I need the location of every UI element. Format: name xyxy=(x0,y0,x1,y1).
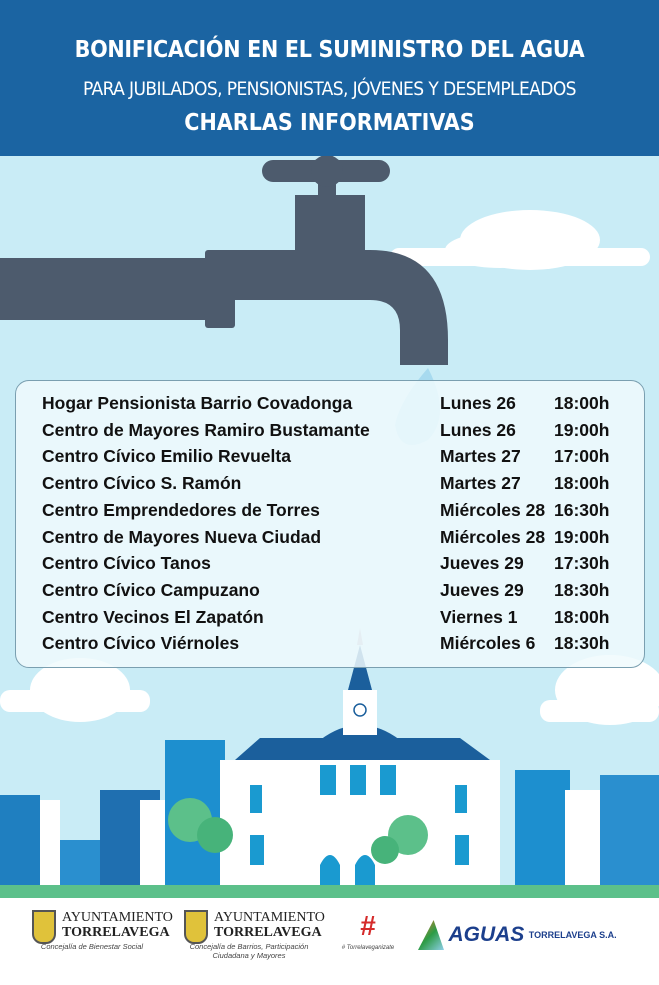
schedule-day: Martes 27 xyxy=(440,446,521,467)
schedule-day: Lunes 26 xyxy=(440,393,516,413)
schedule-time: 18:30h xyxy=(554,579,610,600)
schedule-row: Centro de Mayores Nueva Ciudad Miércoles … xyxy=(42,527,632,553)
schedule-day: Miércoles 28 xyxy=(440,499,546,520)
schedule-day: Jueves 29 xyxy=(440,579,524,600)
logo-text: TORRELAVEGA xyxy=(214,925,322,940)
schedule-day: Lunes 26 xyxy=(440,419,516,440)
logo-subtext: Concejalía de Barrios, Participación xyxy=(189,942,309,951)
schedule-row: Centro Vecinos El Zapatón Viernes 1 18:00h xyxy=(42,607,632,633)
logo-brand: AGUAS xyxy=(448,923,525,946)
logo-text: TORRELAVEGA xyxy=(62,925,170,940)
schedule-day: Martes 27 xyxy=(440,473,521,494)
logo-ayuntamiento-bienestar: AYUNTAMIENTO TORRELAVEGA Concejalía de B… xyxy=(32,910,173,951)
schedule-day: Viernes 1 xyxy=(440,606,518,627)
schedule-place: Centro de Mayores Ramiro Bustamante xyxy=(42,419,370,440)
city-buildings xyxy=(0,628,659,898)
schedule-place: Centro Cívico Tanos xyxy=(42,553,211,574)
schedule-place: Centro Cívico S. Ramón xyxy=(42,473,242,494)
hashtag-icon: # xyxy=(360,910,376,941)
schedule-place: Centro Emprendedores de Torres xyxy=(42,499,320,520)
schedule-row: Centro Cívico S. Ramón Martes 27 18:00h xyxy=(42,473,632,499)
schedule-time: 19:00h xyxy=(554,526,610,547)
schedule-place: Centro de Mayores Nueva Ciudad xyxy=(42,526,322,547)
schedule-time: 16:30h xyxy=(554,499,610,520)
logo-subtext: Concejalía de Bienestar Social xyxy=(40,942,144,951)
schedule-time: 18:00h xyxy=(554,473,610,494)
logo-subtext: Ciudadana y Mayores xyxy=(212,951,286,960)
schedule-place: Hogar Pensionista Barrio Covadonga xyxy=(42,393,353,413)
schedule-day: Miércoles 28 xyxy=(440,526,546,547)
poster-heading: CHARLAS INFORMATIVAS xyxy=(184,110,475,136)
coat-of-arms-icon xyxy=(184,910,208,944)
schedule-table: Hogar Pensionista Barrio Covadonga Lunes … xyxy=(15,380,645,668)
schedule-place: Centro Cívico Viérnoles xyxy=(42,633,240,654)
logo-subtext: # Torrelaveganizate xyxy=(341,945,395,951)
illustration xyxy=(0,156,659,898)
schedule-row: Centro Cívico Tanos Jueves 29 17:30h xyxy=(42,553,632,579)
schedule-place: Centro Cívico Emilio Revuelta xyxy=(42,446,291,467)
logo-text: TORRELAVEGA S.A. xyxy=(528,930,617,940)
water-tap-icon xyxy=(0,156,448,365)
logo-aguas-torrelavega: AGUAS TORRELAVEGA S.A. xyxy=(418,920,648,950)
schedule-time: 19:00h xyxy=(554,419,610,440)
coat-of-arms-icon xyxy=(32,910,56,944)
schedule-time: 17:30h xyxy=(554,553,610,574)
schedule-time: 17:00h xyxy=(554,446,610,467)
schedule-row: Centro Emprendedores de Torres Miércoles … xyxy=(42,500,632,526)
schedule-time: 18:30h xyxy=(554,633,610,654)
schedule-place: Centro Cívico Campuzano xyxy=(42,579,260,600)
poster-subtitle: PARA JUBILADOS, PENSIONISTAS, JÓVENES Y … xyxy=(83,78,576,100)
schedule-day: Miércoles 6 xyxy=(440,633,536,654)
drop-logo-icon xyxy=(418,920,444,950)
logo-torrelaveganizate: # # Torrelaveganizate xyxy=(338,910,398,953)
schedule-day: Jueves 29 xyxy=(440,553,524,574)
schedule-row: Centro Cívico Emilio Revuelta Martes 27 17… xyxy=(42,446,632,472)
schedule-row: Centro de Mayores Ramiro Bustamante Lunes… xyxy=(42,420,632,446)
schedule-row: Centro Cívico Campuzano Jueves 29 18:30h xyxy=(42,580,632,606)
schedule-time: 18:00h xyxy=(554,393,610,413)
schedule-place: Centro Vecinos El Zapatón xyxy=(42,606,264,627)
logo-ayuntamiento-barrios: AYUNTAMIENTO TORRELAVEGA Concejalía de B… xyxy=(184,910,325,960)
cloud-icon xyxy=(0,210,659,725)
schedule-row: Hogar Pensionista Barrio Covadonga Lunes … xyxy=(42,393,632,419)
poster-title: BONIFICACIÓN EN EL SUMINISTRO DEL AGUA xyxy=(74,37,585,63)
logo-text: AYUNTAMIENTO xyxy=(62,910,173,925)
header-banner: BONIFICACIÓN EN EL SUMINISTRO DEL AGUA P… xyxy=(0,0,659,156)
schedule-row: Centro Cívico Viérnoles Miércoles 6 18:30h xyxy=(42,633,632,659)
schedule-time: 18:00h xyxy=(554,606,610,627)
logo-text: AYUNTAMIENTO xyxy=(214,910,325,925)
footer-logos: AYUNTAMIENTO TORRELAVEGA Concejalía de B… xyxy=(0,898,659,985)
